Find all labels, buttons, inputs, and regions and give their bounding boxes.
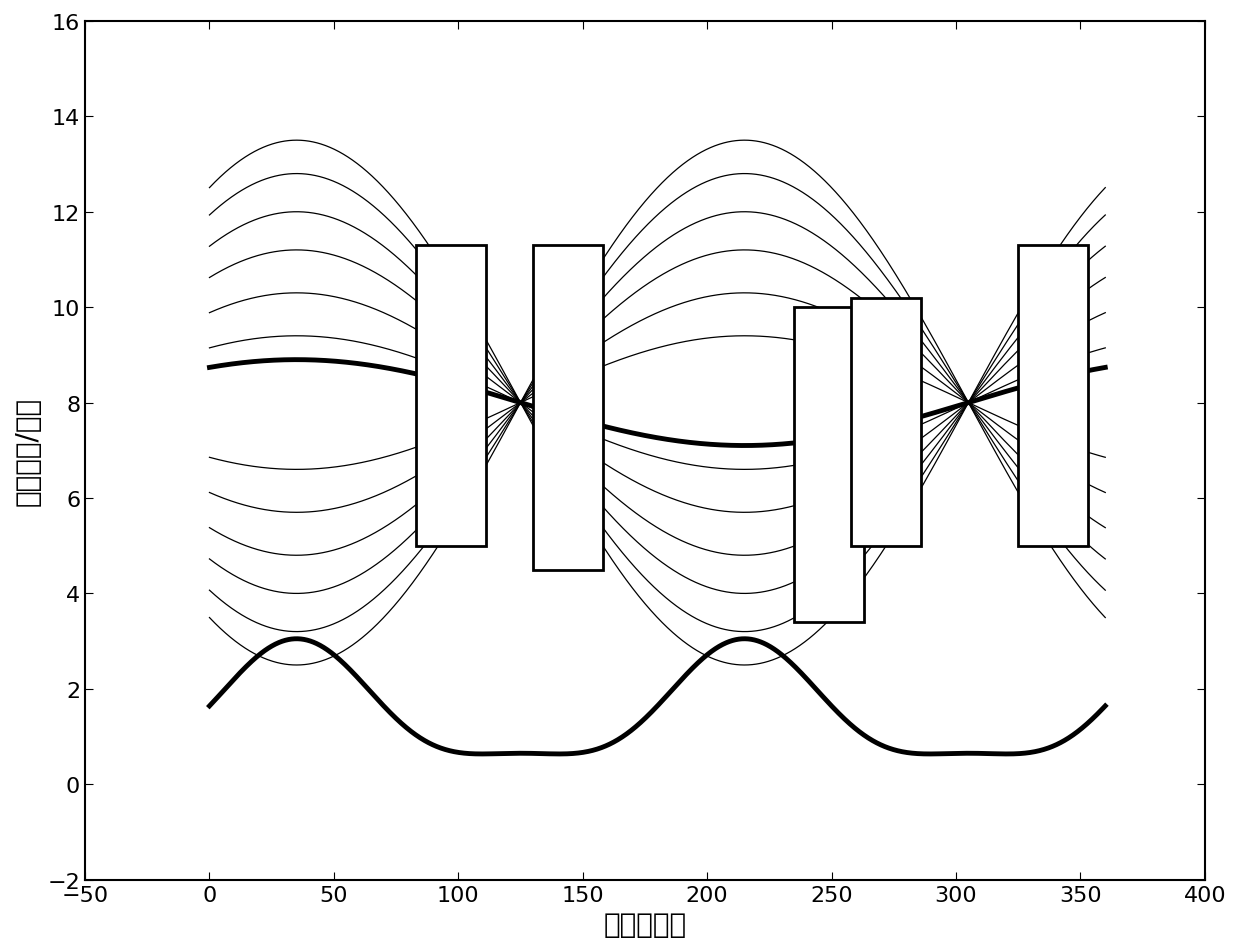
Bar [795,307,864,623]
Bar [852,298,921,546]
Y-axis label: 风速（米/秒）: 风速（米/秒） [14,396,42,506]
Bar [1018,246,1087,546]
X-axis label: 风向（度）: 风向（度） [604,910,687,938]
Bar [533,246,603,570]
Bar [415,246,486,546]
